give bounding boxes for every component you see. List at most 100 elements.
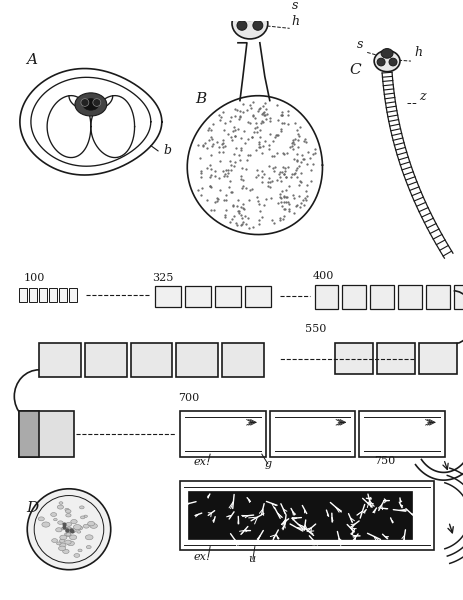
Bar [185, 286, 211, 307]
Bar [39, 343, 81, 377]
Ellipse shape [63, 550, 69, 554]
Bar [215, 286, 240, 307]
Ellipse shape [56, 528, 62, 532]
Bar [269, 411, 355, 457]
Ellipse shape [57, 505, 63, 509]
Bar [369, 284, 393, 308]
Text: 100: 100 [23, 273, 44, 283]
Bar [180, 481, 433, 550]
Ellipse shape [241, 7, 257, 20]
Ellipse shape [74, 554, 80, 557]
Ellipse shape [85, 535, 93, 540]
Bar [342, 284, 365, 308]
Bar [176, 343, 218, 377]
Ellipse shape [80, 516, 85, 519]
Ellipse shape [66, 528, 73, 533]
Ellipse shape [56, 542, 61, 545]
Ellipse shape [67, 541, 74, 545]
Bar [39, 289, 47, 302]
Ellipse shape [83, 524, 89, 528]
Text: h: h [413, 46, 421, 59]
Ellipse shape [61, 527, 65, 530]
Ellipse shape [65, 508, 69, 511]
Ellipse shape [69, 535, 76, 539]
Ellipse shape [65, 528, 72, 533]
Ellipse shape [66, 514, 71, 517]
Ellipse shape [51, 539, 57, 542]
Bar [244, 286, 270, 307]
Bar [59, 289, 67, 302]
Ellipse shape [232, 8, 267, 39]
Ellipse shape [57, 521, 63, 524]
Text: 750: 750 [373, 456, 394, 466]
Ellipse shape [376, 58, 384, 66]
Ellipse shape [64, 532, 71, 536]
Ellipse shape [77, 526, 82, 530]
Ellipse shape [27, 489, 111, 570]
Ellipse shape [237, 20, 246, 30]
Bar [19, 411, 39, 457]
Text: 700: 700 [178, 393, 199, 403]
Ellipse shape [90, 524, 97, 529]
Bar [358, 411, 444, 457]
Bar [69, 289, 77, 302]
Ellipse shape [60, 535, 67, 540]
Text: g: g [264, 458, 271, 469]
Ellipse shape [71, 520, 77, 524]
Bar [155, 286, 181, 307]
Bar [180, 411, 265, 457]
Bar [335, 343, 372, 374]
Ellipse shape [380, 49, 392, 58]
Text: 325: 325 [152, 273, 174, 283]
Text: D: D [26, 501, 38, 515]
Ellipse shape [81, 98, 89, 106]
Ellipse shape [76, 530, 81, 533]
Ellipse shape [66, 523, 71, 526]
Text: u: u [247, 554, 255, 564]
Ellipse shape [75, 93, 106, 116]
Text: z: z [418, 89, 425, 103]
Text: s: s [291, 0, 297, 12]
Text: b: b [163, 143, 171, 157]
Ellipse shape [84, 515, 87, 517]
Text: ex.: ex. [193, 552, 209, 562]
Text: h: h [291, 16, 299, 28]
Ellipse shape [59, 502, 63, 504]
Ellipse shape [42, 522, 50, 527]
Ellipse shape [67, 527, 71, 530]
Text: 400: 400 [312, 271, 333, 281]
Bar [376, 343, 414, 374]
Bar [425, 284, 449, 308]
Ellipse shape [73, 524, 81, 530]
Bar [314, 284, 338, 308]
Text: ex.: ex. [193, 457, 209, 467]
Ellipse shape [53, 518, 57, 521]
Ellipse shape [79, 506, 84, 509]
Ellipse shape [93, 98, 100, 106]
Text: C: C [349, 62, 360, 77]
Bar [19, 411, 74, 457]
Bar [418, 343, 456, 374]
Ellipse shape [59, 539, 64, 542]
Bar [85, 343, 126, 377]
Text: B: B [195, 92, 206, 106]
Ellipse shape [78, 549, 82, 552]
Ellipse shape [86, 545, 91, 548]
Ellipse shape [50, 512, 56, 517]
Ellipse shape [58, 546, 65, 551]
Bar [19, 289, 27, 302]
Ellipse shape [65, 528, 69, 530]
Ellipse shape [65, 509, 71, 513]
Ellipse shape [373, 50, 399, 71]
Bar [29, 289, 37, 302]
Bar [397, 284, 421, 308]
Ellipse shape [66, 533, 71, 536]
Text: 550: 550 [304, 324, 325, 334]
Bar [188, 491, 411, 539]
Ellipse shape [252, 20, 262, 30]
Ellipse shape [69, 528, 76, 533]
Bar [130, 343, 172, 377]
Ellipse shape [388, 58, 396, 66]
Bar [453, 284, 463, 308]
Ellipse shape [83, 98, 99, 110]
